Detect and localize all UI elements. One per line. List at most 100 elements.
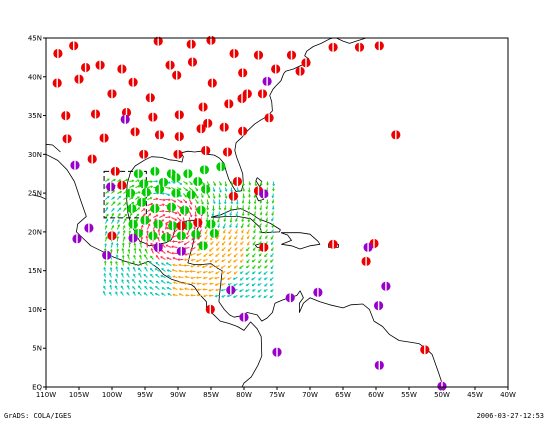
station-red (420, 345, 430, 355)
wind-vector-head (147, 223, 151, 226)
wind-vector-head (124, 218, 127, 221)
wind-vector (149, 261, 154, 266)
station-stripe (170, 202, 173, 212)
wind-vector-head (221, 243, 225, 246)
wind-vector (209, 265, 214, 268)
station-stripe (103, 133, 105, 143)
wind-vector-head (155, 179, 159, 183)
wind-vector-head (128, 241, 132, 245)
wind-vector-head (127, 248, 131, 252)
wind-vector (212, 193, 216, 199)
wind-vector-head (215, 236, 219, 240)
wind-vector-head (263, 272, 266, 275)
wind-vector (110, 213, 114, 218)
wind-vector-head (167, 293, 170, 296)
wind-vector (200, 199, 204, 205)
wind-vector-head (224, 196, 228, 199)
wind-vector-head (229, 220, 233, 223)
station-red (224, 99, 234, 109)
wind-vector-head (172, 257, 175, 260)
station-stripe (99, 60, 101, 70)
station-purple (272, 347, 282, 357)
wind-vector-head (171, 235, 174, 239)
wind-vector-head (264, 277, 267, 280)
wind-vector (167, 250, 172, 254)
station-stripe (242, 126, 244, 136)
station-stripe (141, 197, 143, 207)
wind-vector (190, 265, 196, 268)
wind-vector (146, 242, 148, 248)
station-stripe (289, 293, 291, 303)
wind-vector-head (150, 202, 154, 206)
wind-vector-head (168, 186, 171, 190)
wind-vector-head (115, 291, 118, 294)
wind-vector-head (208, 294, 211, 297)
wind-vector-head (241, 213, 245, 217)
station-red (228, 191, 238, 201)
wind-vector (171, 246, 178, 248)
wind-vector (140, 237, 143, 242)
station-stripe (378, 360, 380, 370)
x-tick-label: 95W (137, 391, 153, 399)
wind-vector (139, 260, 142, 266)
wind-vector (178, 264, 184, 266)
wind-vector-head (269, 283, 273, 286)
station-red (173, 149, 183, 159)
wind-vector-head (185, 293, 188, 297)
wind-vector-head (138, 191, 141, 194)
wind-vector (206, 181, 210, 186)
wind-vector (236, 211, 238, 217)
station-stripe (226, 147, 229, 157)
wind-vector (241, 235, 244, 240)
wind-vector-head (168, 215, 171, 219)
wind-vector (146, 223, 151, 230)
wind-vector (203, 253, 208, 257)
x-tick-label: 45W (467, 391, 483, 399)
wind-vector (147, 185, 153, 188)
wind-vector (167, 274, 172, 278)
wind-vector-head (133, 242, 137, 246)
wind-vector (206, 211, 209, 217)
station-green (166, 202, 176, 212)
wind-vector-head (240, 249, 243, 252)
wind-vector (264, 229, 268, 234)
station-green (154, 184, 165, 194)
station-purple (72, 234, 82, 244)
wind-vector (221, 283, 226, 286)
wind-vector (172, 275, 178, 278)
wind-vector (208, 289, 214, 292)
station-stripe (424, 345, 426, 355)
wind-vector-head (138, 280, 142, 283)
wind-vector-head (202, 288, 205, 291)
wind-vector-head (114, 278, 118, 282)
wind-vector-head (119, 190, 123, 194)
station-purple (106, 182, 116, 192)
station-red (87, 154, 97, 164)
wind-vector-head (212, 208, 215, 212)
station-stripe (305, 58, 307, 68)
station-red (74, 74, 84, 84)
coastline (280, 232, 321, 250)
station-stripe (125, 107, 128, 118)
wind-vector (110, 242, 113, 248)
wind-vector-head (265, 225, 268, 228)
wind-vector (132, 279, 136, 284)
station-stripe (395, 130, 397, 140)
wind-vector-head (247, 236, 250, 240)
wind-vector (128, 212, 133, 218)
wind-vector-head (229, 225, 232, 228)
station-red (219, 122, 229, 132)
wind-vector-head (104, 230, 108, 234)
wind-vector-head (235, 219, 238, 222)
station-green (148, 231, 158, 241)
station-stripe (157, 36, 159, 46)
wind-vector-head (126, 272, 129, 276)
wind-vector (109, 272, 112, 278)
wind-vector-head (154, 218, 157, 221)
wind-vector (127, 254, 130, 260)
wind-vector-head (269, 295, 272, 299)
station-stripe (187, 169, 189, 179)
wind-vector (165, 220, 171, 224)
wind-vector (202, 283, 208, 285)
station-purple (259, 189, 269, 199)
